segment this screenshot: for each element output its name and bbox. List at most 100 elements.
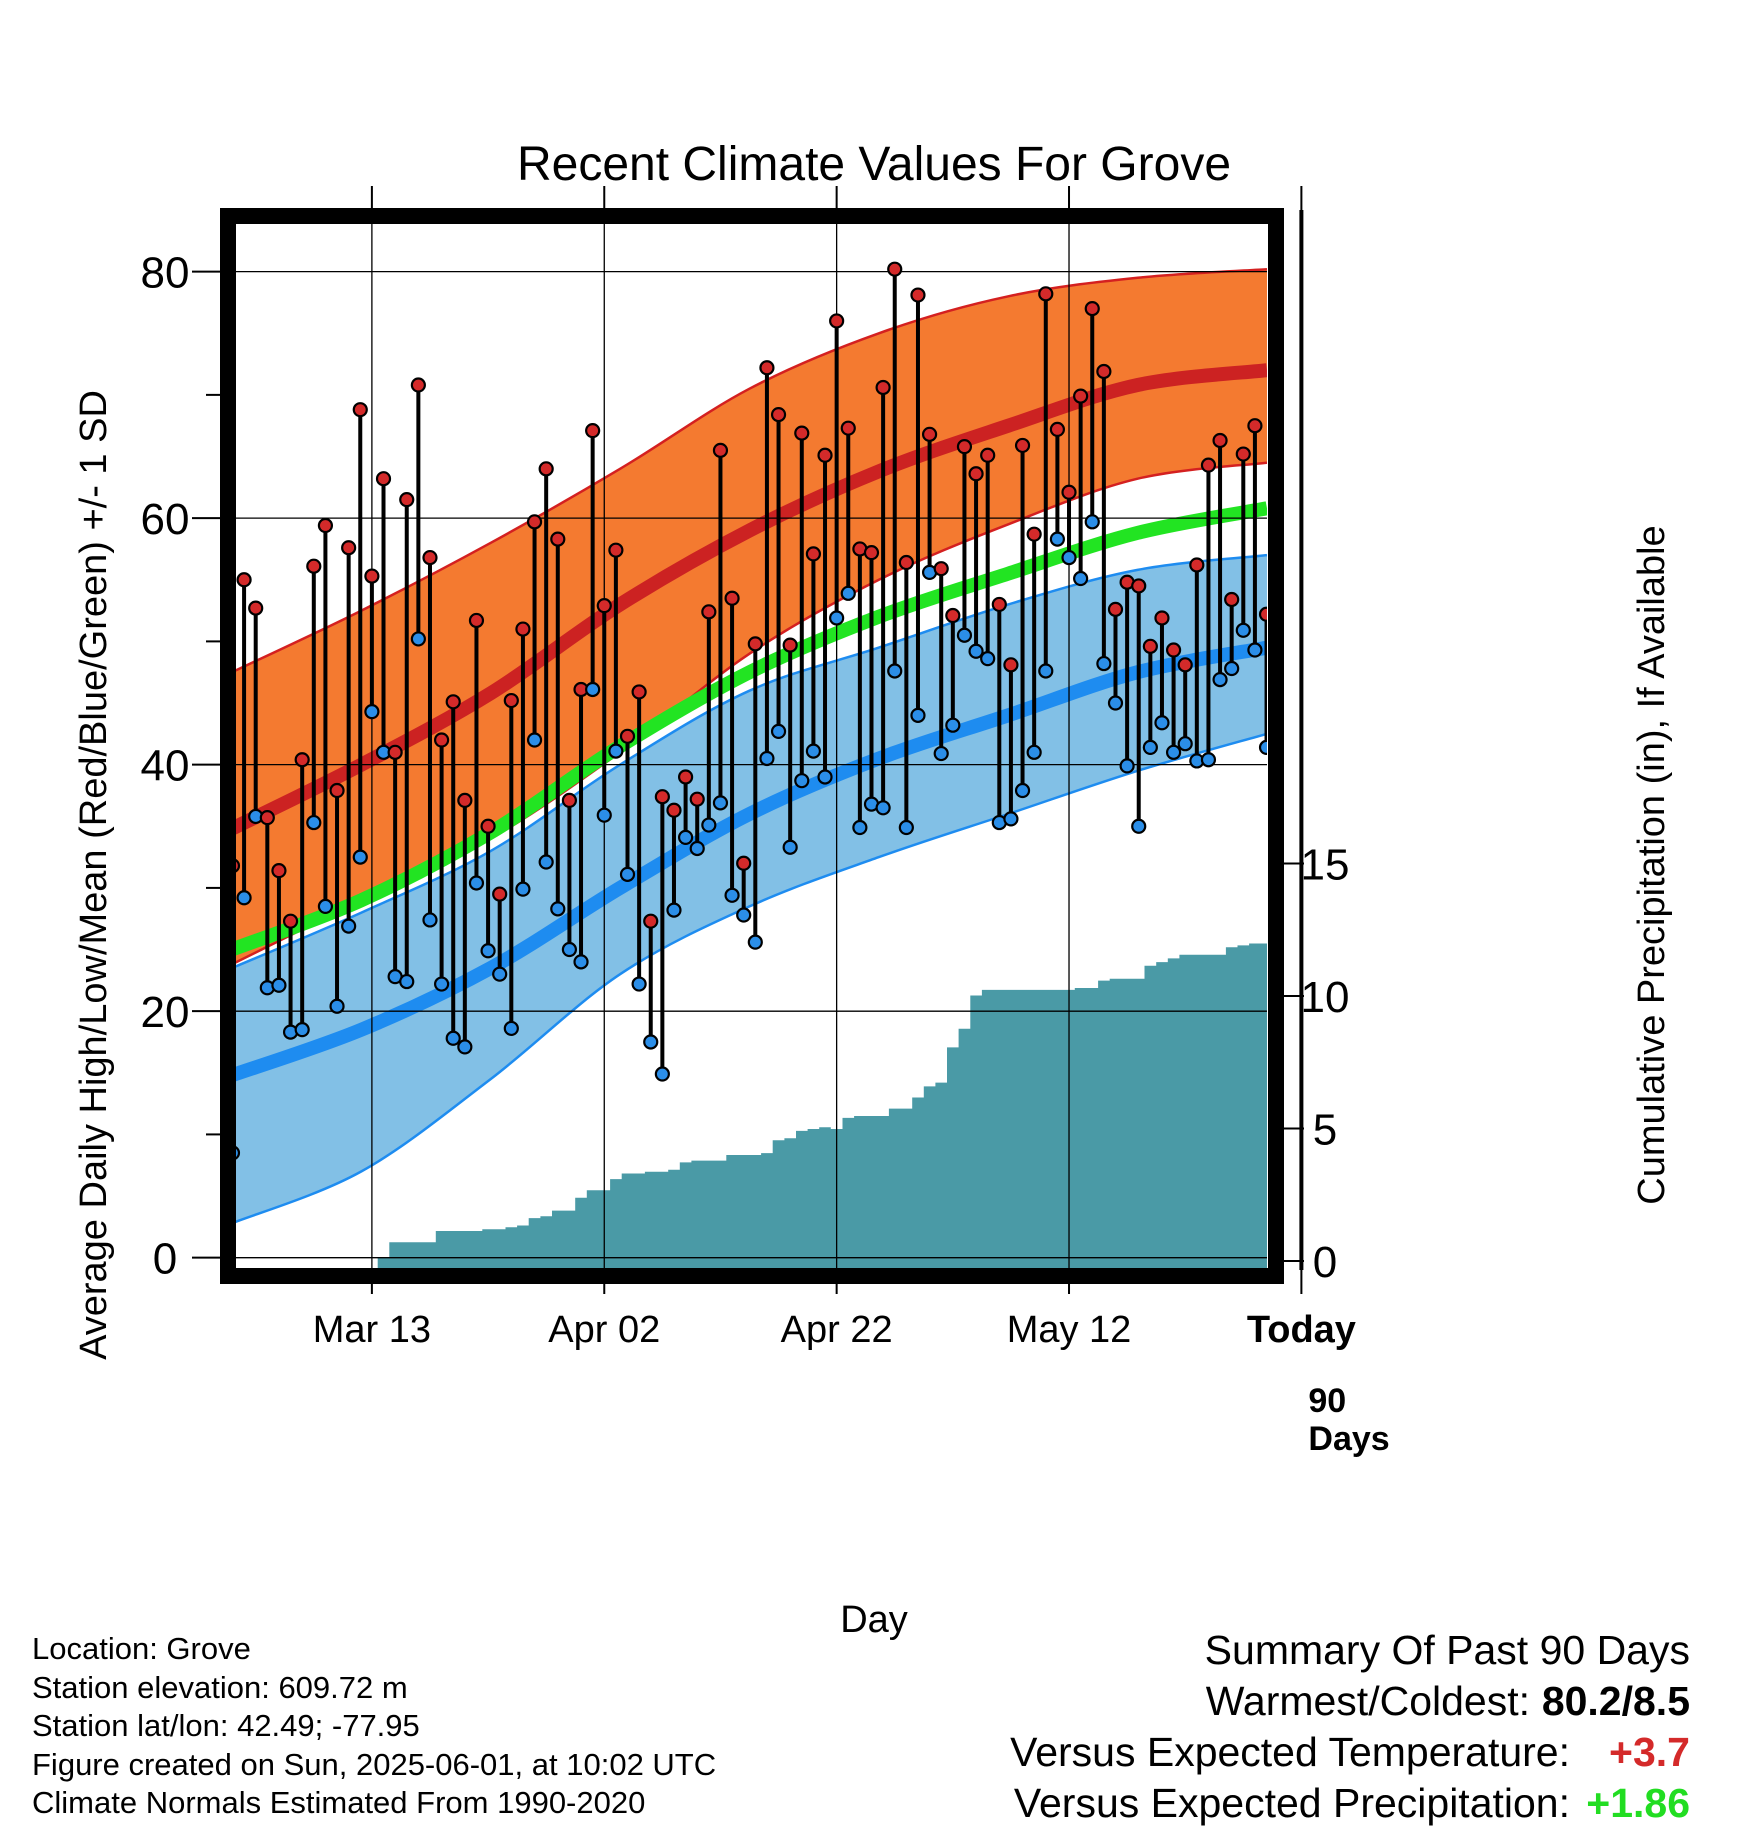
daily-low-point	[236, 890, 252, 906]
daily-low-point	[480, 943, 496, 959]
normals-text: Climate Normals Estimated From 1990-2020	[32, 1785, 646, 1820]
daily-high-point	[619, 728, 636, 744]
today-label-line1: 90	[1308, 1382, 1346, 1420]
normal-high-upper-edge	[232, 267, 1267, 674]
daily-high-point	[306, 558, 322, 574]
daily-high-point	[1061, 484, 1077, 500]
warmest-coldest-row: Warmest/Coldest: 80.2/8.5	[1010, 1676, 1690, 1727]
daily-high-point	[677, 769, 694, 785]
plot-area: 90 Days	[232, 210, 1390, 1458]
chart-title: Recent Climate Values For Grove	[517, 138, 1231, 191]
daily-high-point	[968, 466, 984, 482]
daily-low-point	[654, 1066, 670, 1082]
daily-low-point	[515, 881, 531, 897]
y2-axis-label: Cumulative Precipitation (in), If Availa…	[1631, 525, 1673, 1204]
x-tick-label: Today	[1247, 1309, 1356, 1351]
daily-high-point	[492, 886, 508, 902]
daily-low-point	[1224, 660, 1240, 677]
daily-low-point	[1096, 655, 1112, 672]
daily-high-point	[770, 407, 787, 423]
daily-low-point	[1119, 758, 1135, 774]
plot-clipped	[232, 210, 1267, 1270]
daily-low-point	[271, 977, 287, 993]
daily-low-point	[341, 918, 357, 934]
daily-low-point	[445, 1030, 461, 1046]
daily-low-point	[399, 973, 415, 990]
daily-high-point	[1107, 601, 1124, 617]
daily-high-point	[561, 792, 578, 808]
today-label-line2: Days	[1308, 1420, 1389, 1458]
daily-low-point	[1107, 695, 1124, 711]
daily-high-point	[468, 612, 485, 629]
daily-low-point	[759, 750, 775, 767]
daily-low-point	[619, 866, 636, 882]
daily-high-point	[910, 287, 926, 303]
daily-high-point	[631, 684, 647, 700]
daily-high-point	[1212, 432, 1228, 449]
daily-low-point	[585, 681, 601, 698]
daily-high-point	[956, 439, 973, 455]
daily-high-point	[689, 791, 705, 807]
daily-low-point	[457, 1039, 473, 1055]
y2-tick-label: 0	[1313, 1238, 1337, 1287]
daily-low-point	[933, 745, 949, 762]
created-text: Figure created on Sun, 2025-06-01, at 10…	[32, 1746, 717, 1782]
daily-low-point	[1154, 715, 1170, 731]
daily-low-point	[1177, 736, 1193, 752]
daily-high-point	[1235, 446, 1251, 462]
daily-high-point	[736, 855, 752, 871]
daily-low-point	[352, 849, 368, 865]
vs-precip-value: +1.86	[1586, 1780, 1690, 1826]
daily-low-point	[689, 840, 705, 857]
daily-high-point	[840, 420, 856, 436]
daily-low-point	[805, 743, 822, 759]
daily-low-point	[468, 875, 485, 891]
daily-low-point	[410, 631, 426, 647]
vs-precip-label: Versus Expected Precipitation:	[1013, 1780, 1570, 1826]
axes: 0 20 40 60 80 0 5 10 15 Mar 13 Apr 02 Apr 22 May 12 T…	[141, 186, 1356, 1351]
daily-high-point	[352, 402, 368, 418]
daily-low-point	[898, 819, 914, 836]
daily-high-point	[643, 913, 659, 929]
daily-low-point	[643, 1034, 659, 1050]
daily-low-point	[526, 732, 543, 748]
warmest-coldest-label: Warmest/Coldest:	[1205, 1678, 1530, 1724]
daily-low-point	[596, 807, 612, 823]
y-tick-label: 40	[141, 742, 190, 791]
daily-high-point	[1247, 418, 1263, 434]
daily-low-point	[503, 1020, 519, 1037]
daily-low-point	[910, 707, 926, 723]
daily-high-point	[375, 471, 392, 487]
daily-high-point	[875, 379, 891, 396]
warmest-coldest-value: 80.2/8.5	[1541, 1678, 1690, 1724]
daily-high-point	[805, 546, 822, 562]
daily-high-point	[503, 692, 519, 709]
daily-low-point	[817, 769, 833, 785]
daily-low-point	[1084, 514, 1100, 530]
daily-low-point	[573, 954, 589, 970]
daily-high-point	[236, 572, 252, 588]
daily-high-point	[1258, 606, 1267, 622]
daily-high-point	[921, 426, 938, 442]
daily-high-point	[1096, 363, 1112, 380]
daily-low-point	[724, 887, 740, 903]
daily-low-point	[852, 819, 868, 836]
daily-high-point	[782, 637, 798, 653]
daily-high-point	[399, 492, 415, 508]
normal-high-band	[232, 269, 1267, 965]
daily-low-point	[887, 663, 903, 679]
daily-low-point	[364, 704, 380, 720]
daily-high-point	[480, 818, 496, 834]
daily-high-point	[701, 604, 717, 620]
daily-high-point	[1200, 457, 1217, 473]
daily-high-point	[550, 531, 566, 547]
daily-high-point	[387, 744, 403, 760]
daily-low-point	[1049, 531, 1065, 547]
precip-area	[232, 943, 1267, 1270]
daily-high-point	[980, 447, 996, 463]
daily-high-point	[410, 377, 426, 393]
normal-low-upper-edge	[232, 553, 1267, 970]
daily-high-point	[863, 545, 880, 561]
daily-high-point	[724, 590, 740, 606]
daily-low-point	[945, 717, 961, 733]
